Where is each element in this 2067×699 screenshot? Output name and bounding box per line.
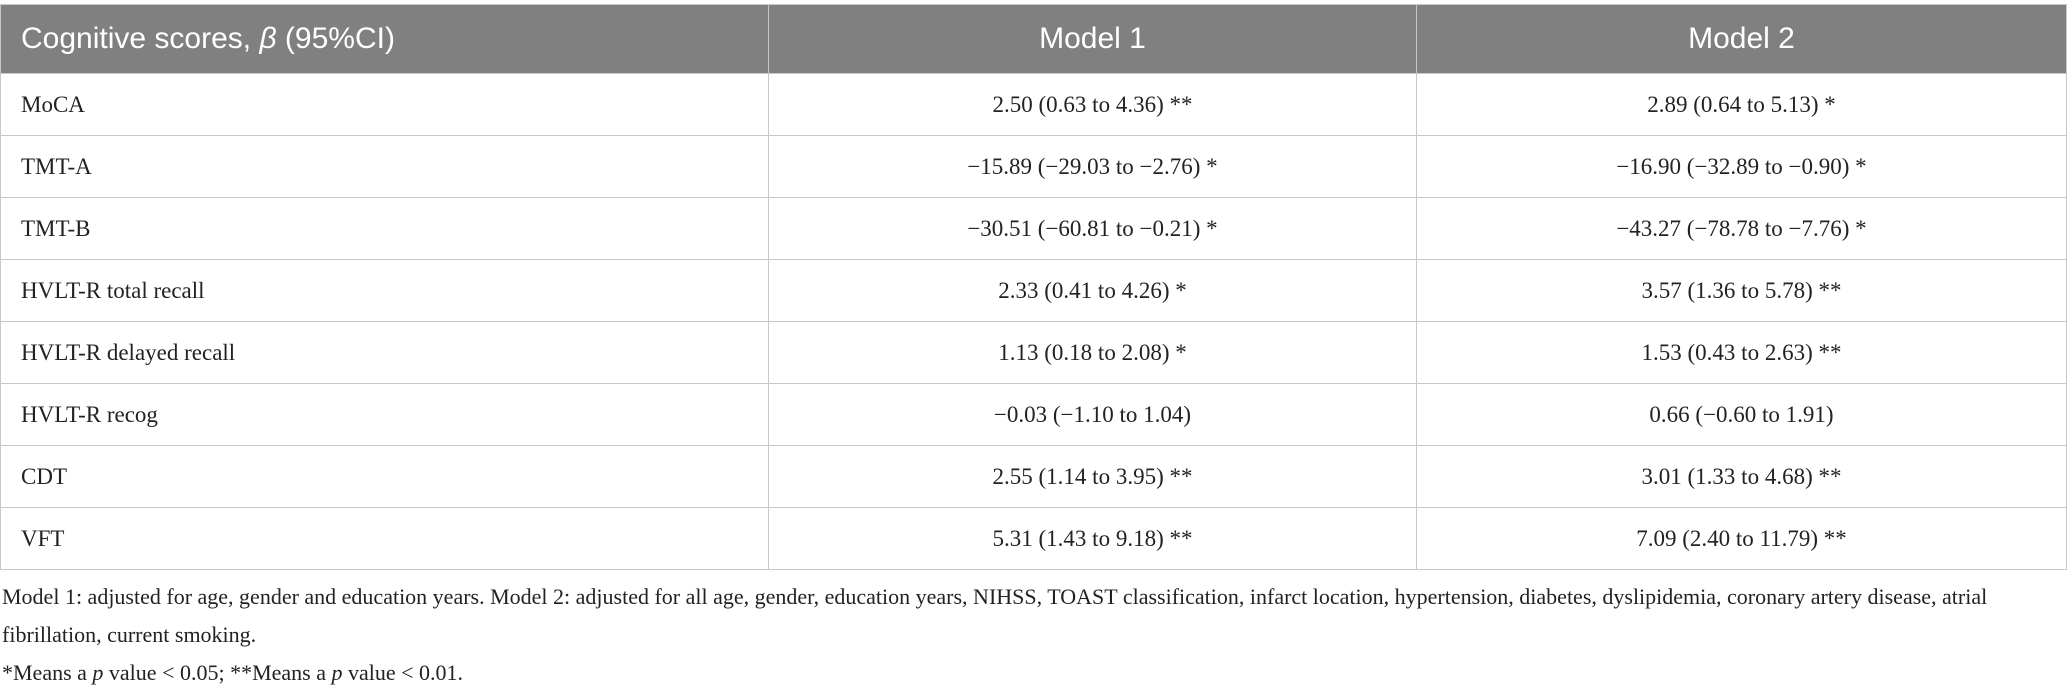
row-label: CDT (0, 445, 769, 508)
row-label: MoCA (0, 73, 769, 136)
table-cell: −0.03 (−1.10 to 1.04) (768, 383, 1417, 446)
row-label: TMT-A (0, 135, 769, 198)
text: Model 1: adjusted for age, gender and ed… (2, 584, 1988, 647)
text: Cognitive scores, (21, 22, 260, 55)
header-row: Cognitive scores, β (95%CI) Model 1 Model … (0, 4, 2067, 74)
italic-text: β (259, 22, 277, 55)
text: (95%CI) (276, 22, 395, 55)
table-cell: 2.55 (1.14 to 3.95) ** (768, 445, 1417, 508)
header-cell: Model 2 (1416, 4, 2067, 74)
table-row: MoCA 2.50 (0.63 to 4.36) ** 2.89 (0.64 to … (0, 73, 2067, 136)
row-label: HVLT-R total recall (0, 259, 769, 322)
footnote: Model 1: adjusted for age, gender and ed… (2, 578, 2042, 654)
header-cell: Model 1 (768, 4, 1417, 74)
footnote: *Means a p value < 0.05; **Means a p val… (2, 654, 2042, 692)
row-label: HVLT-R recog (0, 383, 769, 446)
table-cell: 2.89 (0.64 to 5.13) * (1416, 73, 2067, 136)
table-row: TMT-A −15.89 (−29.03 to −2.76) * −16.90 (−… (0, 135, 2067, 198)
text: Model 2 (1688, 22, 1795, 55)
table-row: TMT-B −30.51 (−60.81 to −0.21) * −43.27 (−… (0, 197, 2067, 260)
table-cell: −43.27 (−78.78 to −7.76) * (1416, 197, 2067, 260)
text: value < 0.05; **Means a (103, 660, 332, 685)
table-row: HVLT-R recog −0.03 (−1.10 to 1.04) 0.66 (−… (0, 383, 2067, 446)
table-cell: 0.66 (−0.60 to 1.91) (1416, 383, 2067, 446)
text: *Means a (2, 660, 93, 685)
row-label: VFT (0, 507, 769, 570)
footnotes: Model 1: adjusted for age, gender and ed… (0, 578, 2067, 692)
table-cell: 2.33 (0.41 to 4.26) * (768, 259, 1417, 322)
table-cell: 5.31 (1.43 to 9.18) ** (768, 507, 1417, 570)
table-cell: −16.90 (−32.89 to −0.90) * (1416, 135, 2067, 198)
table-cell: −30.51 (−60.81 to −0.21) * (768, 197, 1417, 260)
table-row: CDT 2.55 (1.14 to 3.95) ** 3.01 (1.33 to 4… (0, 445, 2067, 508)
table-cell: 2.50 (0.63 to 4.36) ** (768, 73, 1417, 136)
table-cell: 1.53 (0.43 to 2.63) ** (1416, 321, 2067, 384)
table-row: HVLT-R delayed recall 1.13 (0.18 to 2.08)… (0, 321, 2067, 384)
table-cell: −15.89 (−29.03 to −2.76) * (768, 135, 1417, 198)
table-cell: 1.13 (0.18 to 2.08) * (768, 321, 1417, 384)
results-table: Cognitive scores, β (95%CI) Model 1 Model … (0, 4, 2067, 570)
row-label: TMT-B (0, 197, 769, 260)
row-label: HVLT-R delayed recall (0, 321, 769, 384)
table-row: HVLT-R total recall 2.33 (0.41 to 4.26) *… (0, 259, 2067, 322)
table-row: VFT 5.31 (1.43 to 9.18) ** 7.09 (2.40 to 1… (0, 507, 2067, 570)
italic-text: p (92, 660, 104, 685)
text: Model 1 (1039, 22, 1146, 55)
text: value < 0.01. (342, 660, 464, 685)
table-cell: 3.01 (1.33 to 4.68) ** (1416, 445, 2067, 508)
table-cell: 3.57 (1.36 to 5.78) ** (1416, 259, 2067, 322)
table-cell: 7.09 (2.40 to 11.79) ** (1416, 507, 2067, 570)
table-body: MoCA 2.50 (0.63 to 4.36) ** 2.89 (0.64 to … (0, 73, 2067, 570)
header-cell: Cognitive scores, β (95%CI) (0, 4, 769, 74)
italic-text: p (331, 660, 343, 685)
